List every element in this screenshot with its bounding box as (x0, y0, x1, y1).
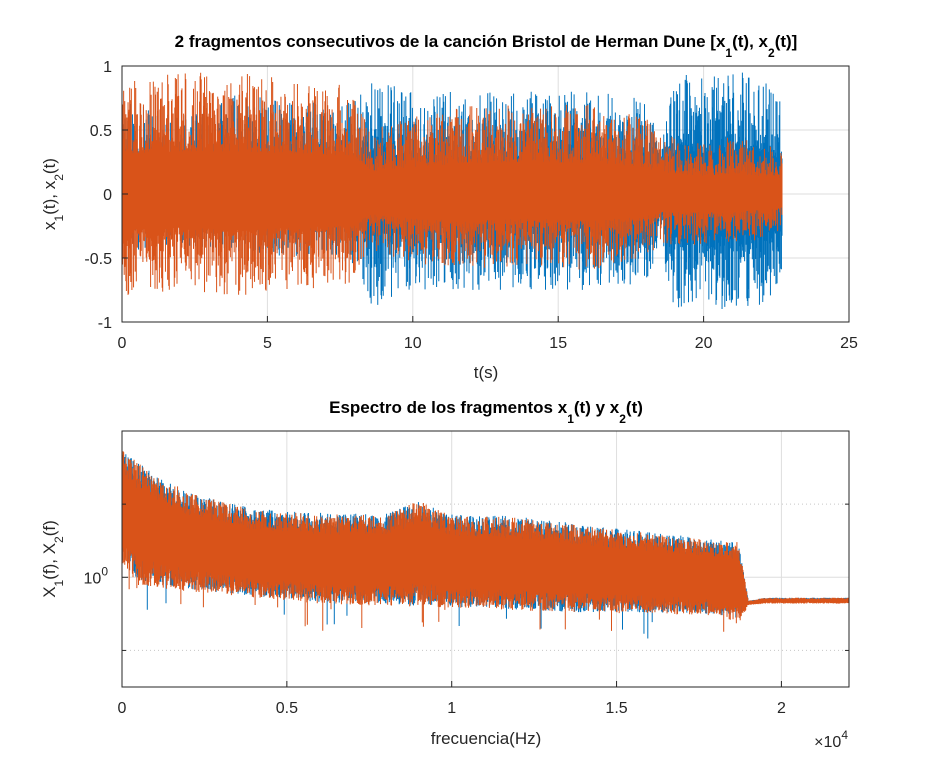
bottom-ticks: 0 0.5 1 1.5 2 100 (84, 503, 849, 717)
top-ytick-label: -0.5 (84, 251, 112, 268)
top-ytick-label: 0.5 (90, 123, 112, 140)
top-ytick-label: 0 (103, 187, 112, 204)
top-xlabel: t(s) (474, 363, 499, 382)
top-subplot: 0 5 10 15 20 25 -1 -0.5 0 0.5 1 2 fragmentos conse… (40, 32, 858, 382)
top-xtick-label: 15 (549, 335, 567, 352)
top-ticks: 0 5 10 15 20 25 -1 -0.5 0 0.5 1 (84, 59, 858, 352)
bottom-subplot: 0 0.5 1 1.5 2 100 Espectro de los fragmentos … (40, 398, 850, 751)
bottom-xtick-label: 1 (447, 700, 456, 717)
bottom-ytick-label: 100 (84, 564, 109, 587)
top-xtick-label: 5 (263, 335, 272, 352)
top-title: 2 fragmentos consecutivos de la canción … (175, 32, 798, 60)
bottom-ylabel: X1(f), X2(f) (40, 520, 66, 598)
bottom-xtick-label: 0.5 (276, 700, 298, 717)
bottom-title: Espectro de los fragmentos x1(t) y x2(t) (329, 398, 643, 426)
bottom-xtick-label: 1.5 (605, 700, 627, 717)
top-xtick-label: 0 (118, 335, 127, 352)
top-xtick-label: 10 (404, 335, 422, 352)
top-ylabel: x1(t), x2(t) (40, 158, 66, 230)
bottom-xlabel: frecuencia(Hz) (431, 729, 542, 748)
bottom-xtick-label: 2 (777, 700, 786, 717)
top-xtick-label: 20 (695, 335, 713, 352)
top-xtick-label: 25 (840, 335, 858, 352)
top-ytick-label: -1 (98, 315, 112, 332)
top-ytick-label: 1 (103, 59, 112, 76)
x-multiplier: ×104 (814, 728, 848, 751)
bottom-xtick-label: 0 (118, 700, 127, 717)
